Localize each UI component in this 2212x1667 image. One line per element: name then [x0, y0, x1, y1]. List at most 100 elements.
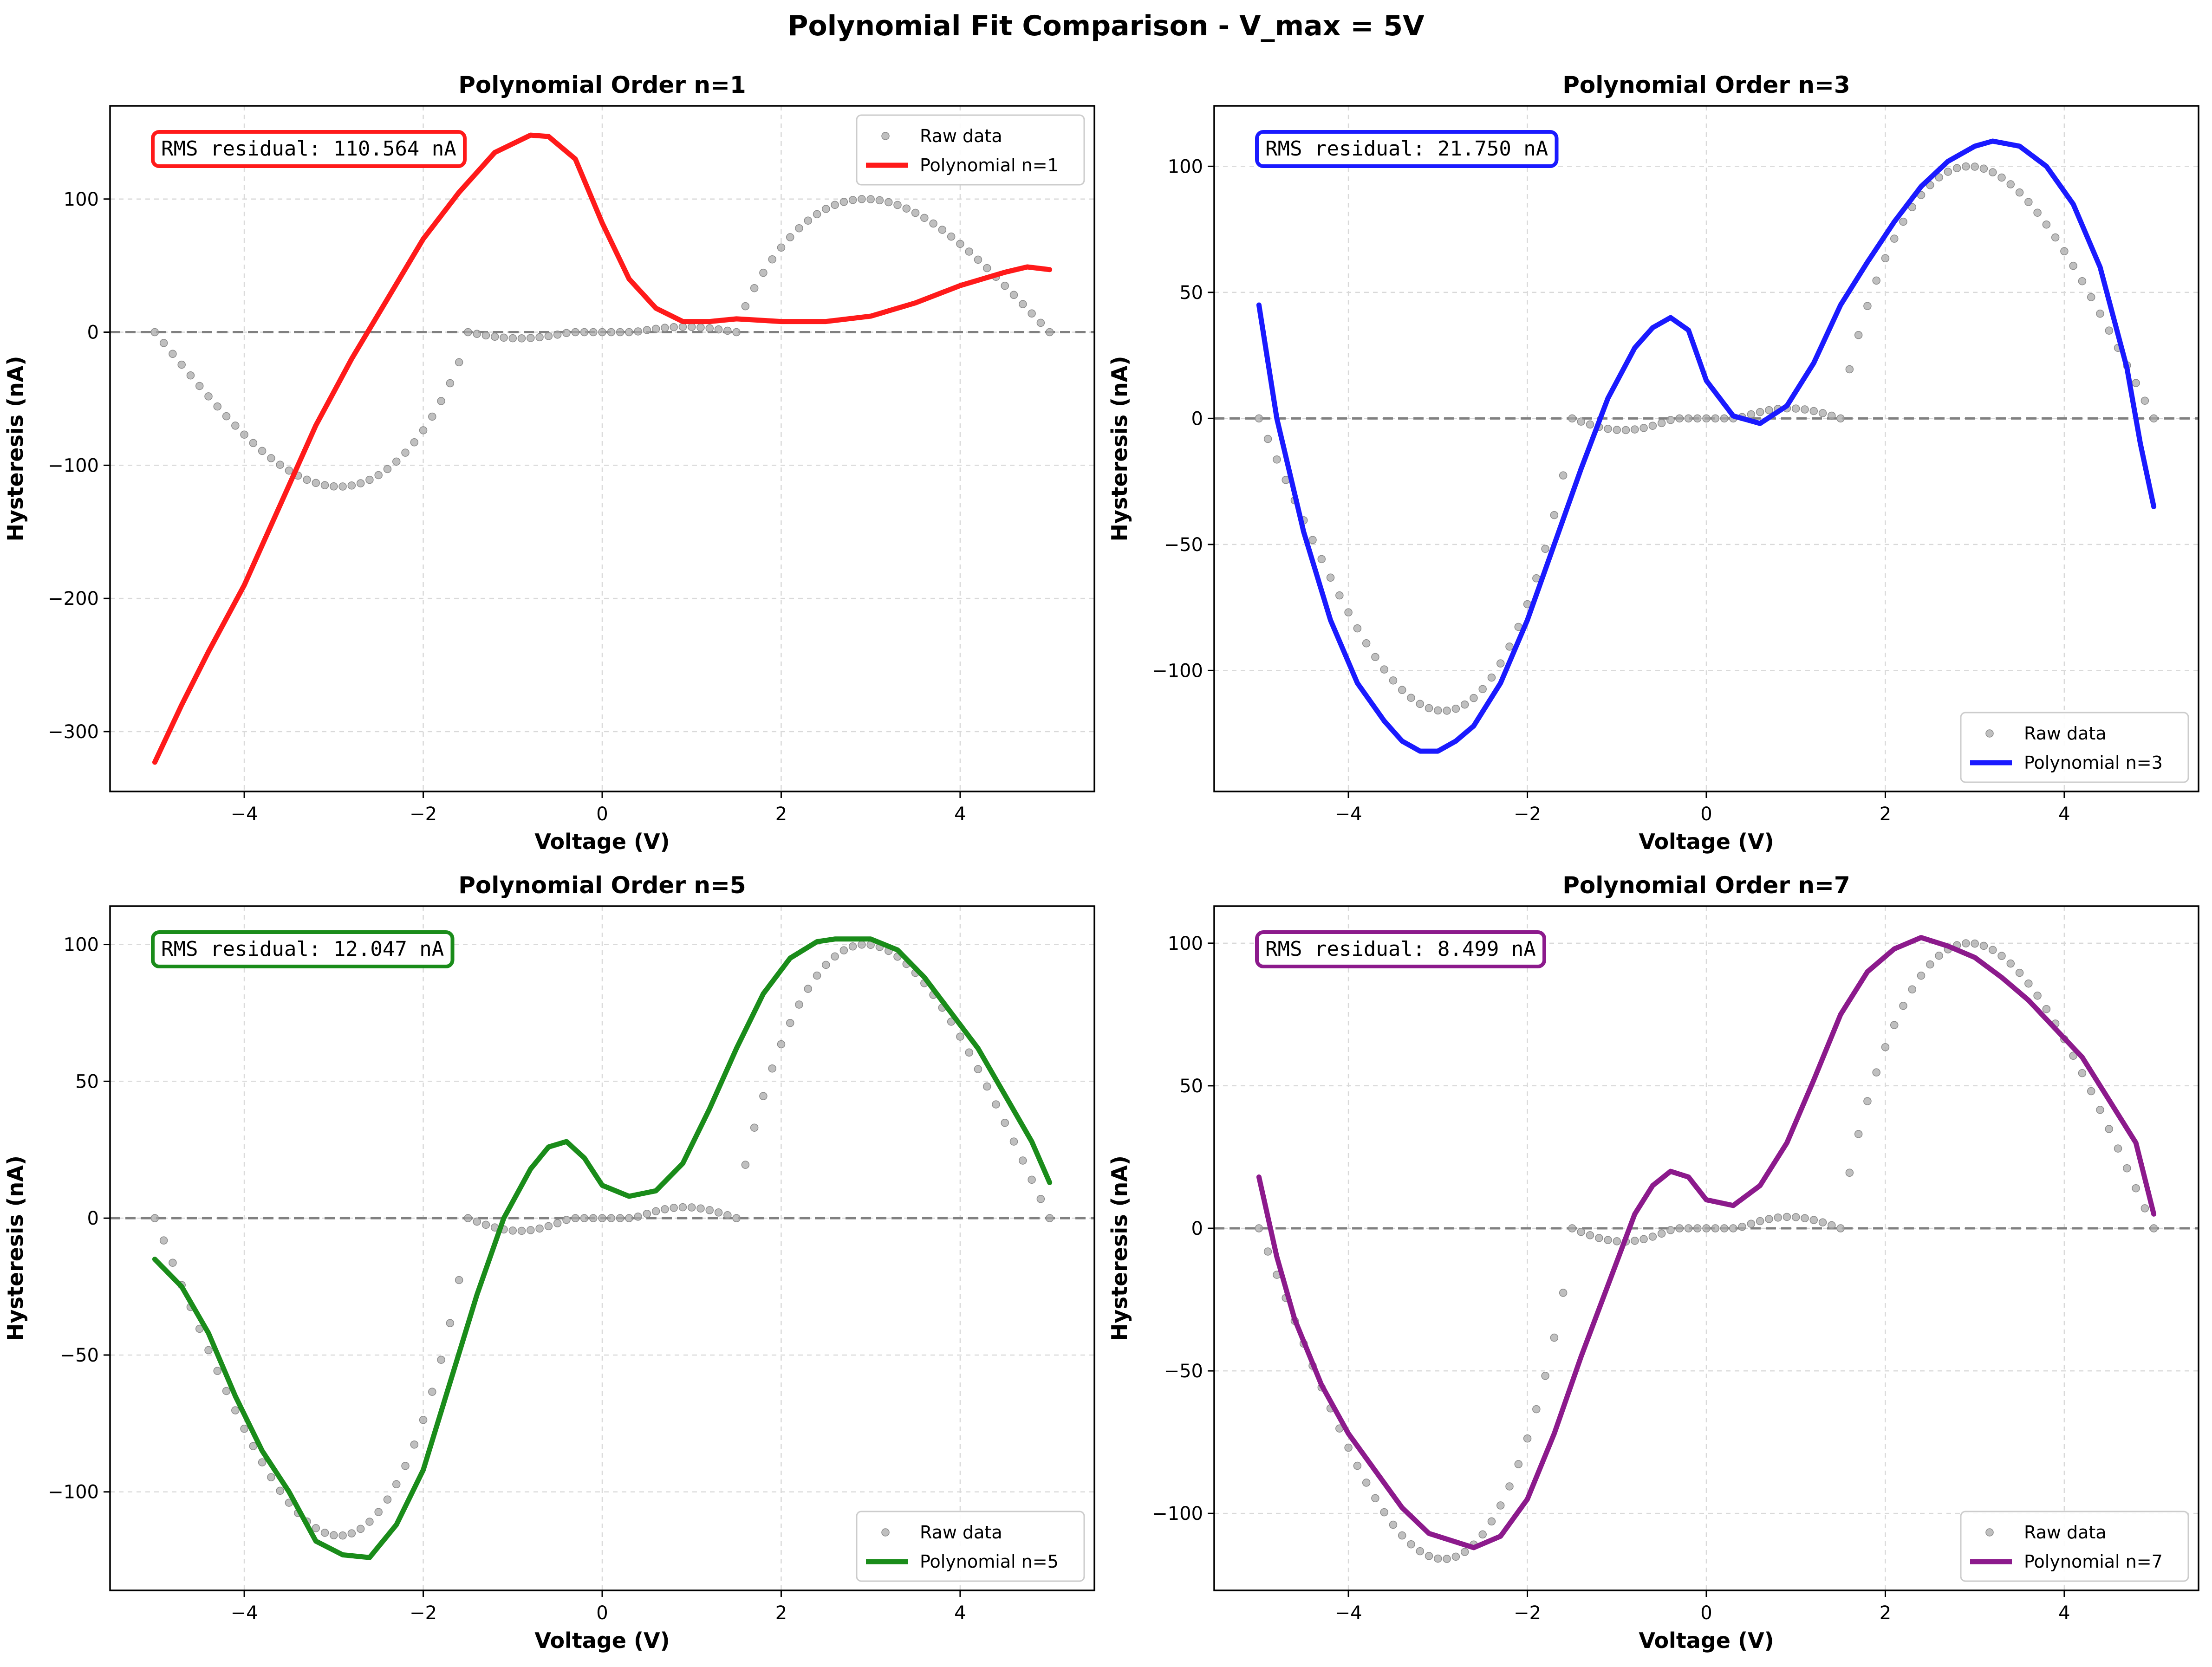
subplot-2: −4 −2 0 2 4 −100 −50 0 50 100 Polynomial Order n=3… — [1107, 71, 2199, 854]
raw-data-point — [446, 1319, 455, 1328]
raw-data-point — [1028, 1175, 1036, 1184]
raw-data-point — [1604, 1236, 1612, 1245]
legend-raw-label: Raw data — [2024, 723, 2107, 744]
x-tick-label: 4 — [2058, 804, 2070, 825]
raw-data-point — [401, 448, 410, 457]
x-tick-label: 2 — [775, 1602, 787, 1624]
raw-data-point — [813, 210, 821, 219]
rms-annotation-box — [1255, 930, 1546, 968]
raw-data-point — [169, 1258, 177, 1267]
raw-data-point — [2069, 1051, 2077, 1060]
raw-data-point — [446, 379, 455, 388]
subplot-title: Polynomial Order n=3 — [1562, 71, 1850, 98]
raw-data-point — [911, 208, 920, 217]
raw-data-point — [759, 1092, 768, 1100]
raw-data-point — [1765, 406, 1773, 415]
raw-data-point — [732, 328, 741, 337]
x-tick-label: −4 — [1335, 1602, 1362, 1624]
raw-data-point — [607, 1214, 616, 1222]
raw-data-point — [312, 1524, 320, 1532]
raw-data-point — [831, 201, 839, 209]
raw-data-point — [839, 198, 848, 206]
raw-data-point — [1487, 1517, 1496, 1526]
raw-data-point — [974, 255, 982, 264]
raw-data-point — [258, 447, 267, 455]
x-tick-label: 0 — [596, 1602, 608, 1624]
raw-data-point — [1550, 511, 1559, 519]
raw-data-point — [1729, 1224, 1737, 1232]
raw-data-point — [1036, 1195, 1045, 1203]
raw-data-point — [428, 1388, 436, 1396]
raw-data-point — [410, 1440, 419, 1449]
raw-data-point — [2060, 247, 2069, 255]
raw-data-point — [1845, 365, 1854, 374]
raw-data-point — [1505, 1482, 1514, 1491]
raw-data-point — [1935, 952, 1943, 960]
x-tick-label: 0 — [1700, 1602, 1712, 1624]
raw-data-point — [687, 1203, 696, 1212]
raw-data-point — [1639, 424, 1648, 432]
raw-data-point — [222, 1387, 231, 1395]
raw-data-point — [661, 1205, 669, 1213]
y-tick-label: −50 — [60, 1345, 99, 1366]
raw-data-point — [1621, 426, 1630, 435]
raw-data-point — [1747, 410, 1756, 419]
raw-data-point — [1908, 985, 1917, 994]
raw-data-point — [213, 1367, 222, 1375]
raw-data-point — [1255, 1224, 1263, 1232]
raw-data-point — [1577, 1227, 1585, 1236]
raw-data-point — [1997, 952, 2006, 960]
y-tick-label: 50 — [1179, 282, 1203, 304]
raw-data-point — [1532, 1405, 1541, 1414]
x-tick-label: 4 — [2058, 1602, 2070, 1624]
raw-data-point — [500, 333, 508, 342]
raw-data-point — [714, 1208, 723, 1217]
raw-data-point — [240, 430, 248, 439]
raw-data-point — [527, 1226, 535, 1234]
subplot-3: −4 −2 0 2 4 −100 −50 0 50 100 Polynomial Order n=5… — [3, 872, 1095, 1653]
legend-raw-label: Raw data — [920, 126, 1002, 146]
raw-data-point — [992, 1100, 1000, 1109]
raw-data-point — [723, 1211, 732, 1219]
raw-data-point — [2132, 1184, 2140, 1193]
raw-data-point — [580, 328, 589, 337]
raw-data-point — [1380, 665, 1388, 674]
raw-data-point — [1594, 1234, 1603, 1242]
raw-data-point — [848, 196, 857, 204]
raw-data-point — [920, 214, 929, 222]
raw-data-point — [356, 479, 365, 487]
raw-data-point — [1791, 1213, 1800, 1221]
raw-data-point — [1648, 1232, 1657, 1241]
raw-data-point — [2042, 220, 2051, 229]
rms-annotation-box — [151, 130, 467, 168]
legend-raw-label: Raw data — [2024, 1522, 2107, 1543]
raw-data-point — [1765, 1215, 1773, 1223]
raw-data-point — [1997, 173, 2006, 182]
raw-data-point — [1890, 234, 1899, 243]
raw-data-point — [1971, 939, 1979, 948]
y-tick-label: −100 — [1152, 1503, 1203, 1524]
raw-data-point — [902, 204, 911, 213]
raw-data-point — [267, 454, 275, 462]
raw-data-point — [1389, 1520, 1398, 1529]
raw-data-point — [705, 1206, 714, 1214]
raw-data-point — [616, 1214, 625, 1222]
raw-data-point — [1362, 639, 1371, 648]
raw-data-point — [562, 1216, 571, 1224]
x-axis-label: Voltage (V) — [534, 829, 670, 854]
raw-data-point — [204, 1346, 213, 1355]
y-tick-label: 0 — [1191, 408, 1203, 429]
raw-data-point — [464, 1214, 472, 1222]
raw-data-point — [1702, 1224, 1711, 1232]
raw-data-point — [1541, 1372, 1549, 1380]
raw-data-point — [696, 1204, 705, 1213]
raw-data-point — [1487, 673, 1496, 682]
raw-data-point — [1666, 416, 1675, 424]
raw-data-point — [1783, 1213, 1791, 1221]
raw-data-point — [786, 233, 794, 241]
raw-data-point — [1639, 1235, 1648, 1244]
raw-data-point — [1881, 254, 1890, 263]
raw-data-point — [2149, 1224, 2158, 1232]
raw-data-point — [1451, 704, 1460, 713]
